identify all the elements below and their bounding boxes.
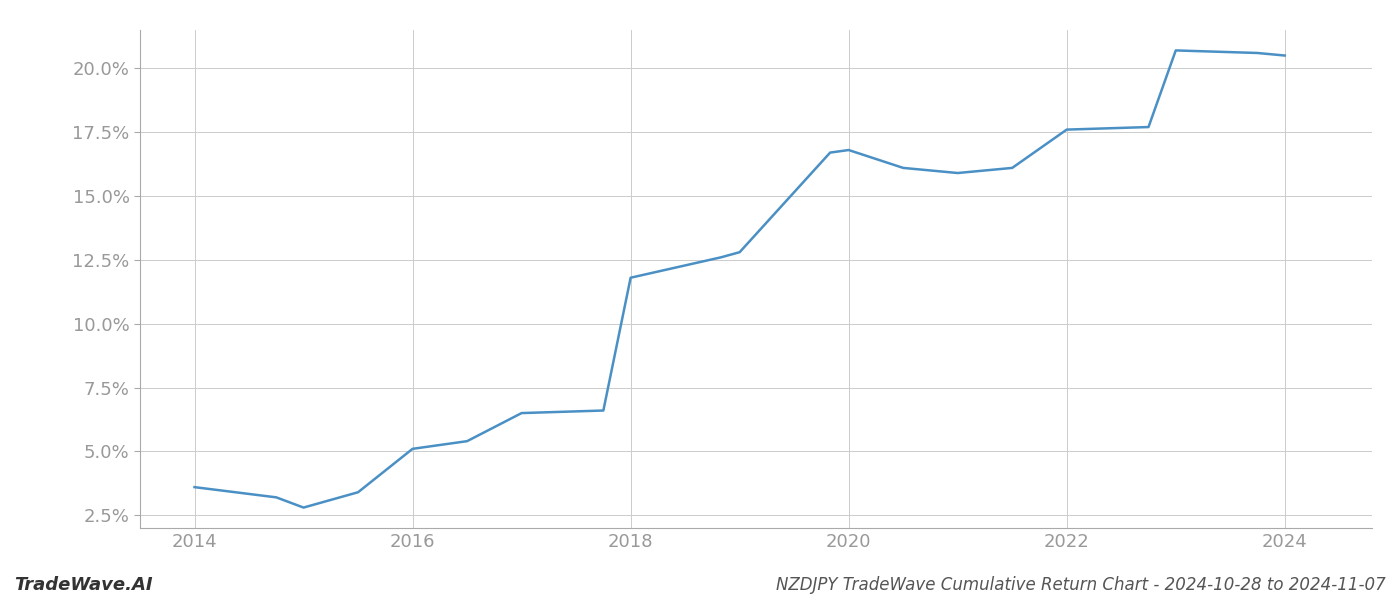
Text: TradeWave.AI: TradeWave.AI [14, 576, 153, 594]
Text: NZDJPY TradeWave Cumulative Return Chart - 2024-10-28 to 2024-11-07: NZDJPY TradeWave Cumulative Return Chart… [776, 576, 1386, 594]
